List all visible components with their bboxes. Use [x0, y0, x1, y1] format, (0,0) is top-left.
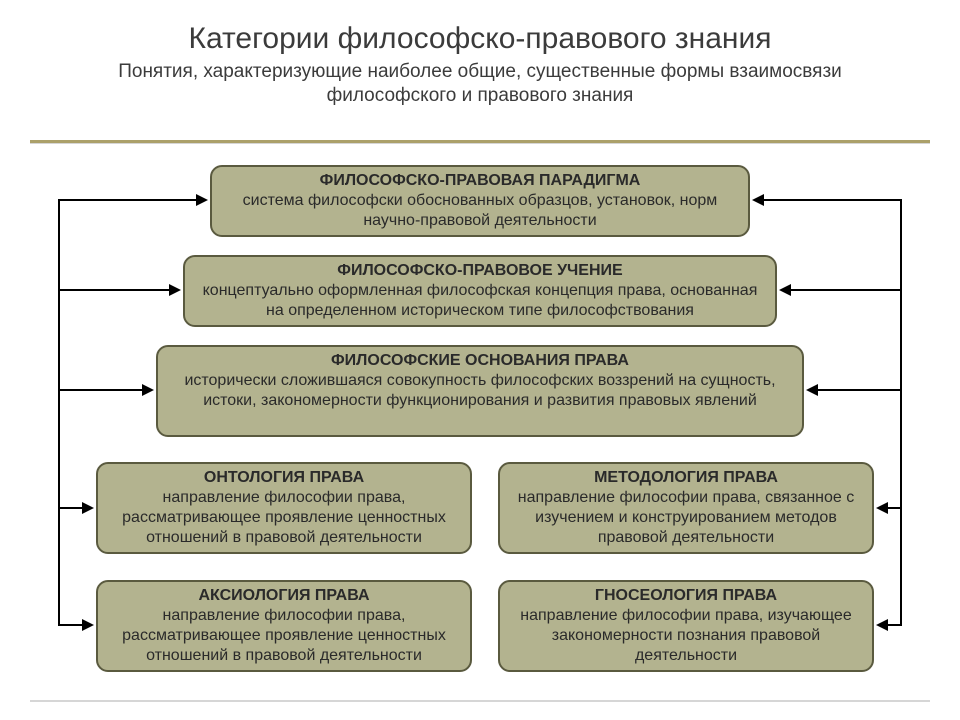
box-foundations-body: исторически сложившаяся совокупность фил… [166, 371, 794, 411]
box-foundations-title: ФИЛОСОФСКИЕ ОСНОВАНИЯ ПРАВА [166, 351, 794, 371]
connector [142, 384, 154, 396]
connector [82, 502, 94, 514]
connector [876, 502, 888, 514]
connector [816, 389, 902, 391]
connector [762, 199, 902, 201]
box-paradigm-body: система философски обоснованных образцов… [220, 191, 740, 231]
connector [886, 507, 902, 509]
box-methodology-body: направление философии права, связанное с… [508, 488, 864, 548]
page-subtitle: Понятия, характеризующие наиболее общие,… [60, 60, 900, 108]
connector [82, 619, 94, 631]
box-axiology: АКСИОЛОГИЯ ПРАВА направление философии п… [96, 580, 472, 672]
box-paradigm: ФИЛОСОФСКО-ПРАВОВАЯ ПАРАДИГМА система фи… [210, 165, 750, 237]
connector [886, 624, 902, 626]
box-epistemology-body: направление философии права, изучающее з… [508, 606, 864, 666]
page-title: Категории философско-правового знания [0, 22, 960, 56]
box-foundations: ФИЛОСОФСКИЕ ОСНОВАНИЯ ПРАВА исторически … [156, 345, 804, 437]
diagram-page: Категории философско-правового знания По… [0, 0, 960, 720]
connector [58, 507, 84, 509]
box-teaching-body: концептуально оформленная философская ко… [193, 281, 767, 321]
box-axiology-title: АКСИОЛОГИЯ ПРАВА [106, 586, 462, 606]
divider-bottom [30, 700, 930, 702]
box-ontology-title: ОНТОЛОГИЯ ПРАВА [106, 468, 462, 488]
connector [58, 199, 198, 201]
box-epistemology: ГНОСЕОЛОГИЯ ПРАВА направление философии … [498, 580, 874, 672]
box-ontology: ОНТОЛОГИЯ ПРАВА направление философии пр… [96, 462, 472, 554]
box-methodology-title: МЕТОДОЛОГИЯ ПРАВА [508, 468, 864, 488]
connector [900, 200, 902, 625]
box-teaching: ФИЛОСОФСКО-ПРАВОВОЕ УЧЕНИЕ концептуально… [183, 255, 777, 327]
connector [58, 624, 84, 626]
box-epistemology-title: ГНОСЕОЛОГИЯ ПРАВА [508, 586, 864, 606]
box-methodology: МЕТОДОЛОГИЯ ПРАВА направление философии … [498, 462, 874, 554]
box-teaching-title: ФИЛОСОФСКО-ПРАВОВОЕ УЧЕНИЕ [193, 261, 767, 281]
connector [58, 200, 60, 625]
connector [196, 194, 208, 206]
divider-top-shadow [30, 143, 930, 144]
connector [779, 284, 791, 296]
box-axiology-body: направление философии права, рассматрива… [106, 606, 462, 666]
connector [789, 289, 902, 291]
connector [58, 289, 171, 291]
connector [58, 389, 144, 391]
connector [752, 194, 764, 206]
connector [806, 384, 818, 396]
box-paradigm-title: ФИЛОСОФСКО-ПРАВОВАЯ ПАРАДИГМА [220, 171, 740, 191]
box-ontology-body: направление философии права, рассматрива… [106, 488, 462, 548]
connector [876, 619, 888, 631]
connector [169, 284, 181, 296]
